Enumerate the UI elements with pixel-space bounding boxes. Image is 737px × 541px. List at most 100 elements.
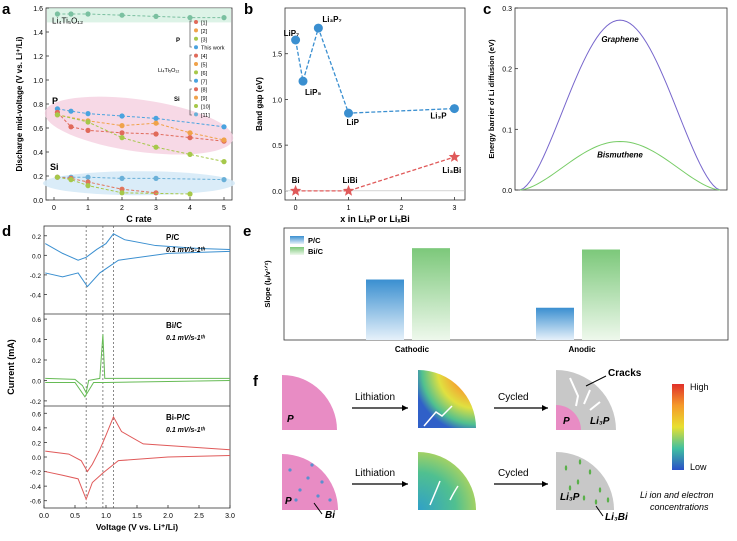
bi-dot bbox=[328, 498, 332, 502]
legend-marker-a bbox=[194, 70, 198, 75]
group-label-p: P bbox=[52, 96, 58, 106]
tick-label-y-d: 0.0 bbox=[32, 455, 41, 462]
tick-label-y-c: 0.2 bbox=[502, 67, 512, 74]
flow-lines bbox=[429, 480, 459, 506]
data-point-a bbox=[221, 124, 227, 130]
data-point-a bbox=[85, 179, 91, 185]
bi-label: Bi bbox=[325, 510, 335, 521]
data-point-a bbox=[85, 111, 91, 117]
tick-label-x-b: 2 bbox=[400, 205, 404, 212]
subplot-rate-d: 0.1 mV/s-1ᵗʰ bbox=[166, 335, 205, 342]
crack-lines-cycled bbox=[569, 377, 601, 411]
data-point-a bbox=[119, 123, 125, 129]
legend-marker-a bbox=[194, 28, 198, 33]
data-point-lixp bbox=[449, 104, 459, 114]
scale-caption-2: concentrations bbox=[650, 502, 709, 512]
li3bi-dot bbox=[606, 497, 610, 503]
li3p-label-bottom: Li₃P bbox=[560, 492, 580, 503]
data-point-a bbox=[153, 190, 159, 196]
cv-curve-d bbox=[45, 334, 230, 395]
legend-brackets bbox=[189, 20, 192, 116]
li3bi-dot bbox=[564, 465, 568, 471]
data-point-a bbox=[153, 120, 159, 126]
series-line-lixbi bbox=[295, 156, 455, 192]
panel-label-e: e bbox=[243, 223, 251, 240]
data-point-a bbox=[119, 135, 125, 141]
arrow-head-cycled-top bbox=[542, 405, 548, 411]
panel-label-b: b bbox=[244, 1, 253, 18]
lithiated-particle-top bbox=[418, 370, 476, 428]
series-line-lixp bbox=[294, 25, 455, 114]
tick-label-y-a: 1.4 bbox=[33, 30, 43, 37]
tick-label-y-a: 0.2 bbox=[33, 174, 43, 181]
data-point-a bbox=[119, 113, 125, 119]
legend-marker-a bbox=[194, 112, 198, 117]
subplot-title-d: P/C bbox=[166, 233, 180, 242]
li3bi-dot bbox=[576, 479, 580, 485]
scale-low-label: Low bbox=[690, 462, 707, 472]
data-point-lixp bbox=[298, 76, 308, 86]
legend-marker-a bbox=[194, 36, 198, 41]
data-point-lixbi bbox=[289, 184, 302, 196]
x-axis-label-d: Voltage (V vs. Li⁺/Li) bbox=[96, 522, 178, 532]
tick-label-y-a: 0.0 bbox=[33, 198, 43, 205]
group-label-si: Si bbox=[50, 162, 59, 172]
panel-d: d 0.0 0.5 1.0 1.5 2.0 2.5 3.0 Voltage (V vs. Li… bbox=[2, 223, 235, 532]
tick-label-y-b: 1.5 bbox=[272, 52, 282, 59]
plot-area-d: 0.0 0.5 1.0 1.5 2.0 2.5 3.0 Voltage (V vs. Li⁺/… bbox=[6, 225, 235, 532]
legend-marker-a bbox=[194, 45, 198, 50]
data-point-a bbox=[68, 108, 74, 114]
data-point-a bbox=[119, 175, 125, 181]
tick-label-y-d: -0.2 bbox=[30, 399, 42, 406]
x-axis-label-b: x in LiₓP or LiₓBi bbox=[340, 214, 409, 224]
tick-label-x-d: 1.5 bbox=[132, 513, 142, 520]
tick-label-y-b: 0.5 bbox=[272, 143, 282, 150]
point-label-lixp: LiP₅ bbox=[305, 88, 321, 97]
data-point-a bbox=[54, 112, 61, 118]
li3bi-dot bbox=[578, 459, 582, 465]
tick-label-y-d: 0.2 bbox=[32, 234, 41, 241]
legend-group-p: P bbox=[176, 38, 180, 44]
data-point-a bbox=[153, 175, 159, 181]
data-point-lixp bbox=[313, 23, 323, 33]
scale-high-label: High bbox=[690, 382, 709, 392]
data-point-a bbox=[153, 13, 159, 19]
arrow-head-cycled-bottom bbox=[542, 481, 548, 487]
data-point-lixp bbox=[291, 35, 301, 45]
tick-label-y-b: 0.0 bbox=[272, 189, 282, 196]
band-si bbox=[43, 171, 235, 196]
plot-area-e: Slope (Iₚ/v¹ᐟ²) Cathodic Anodic P/C Bi/C bbox=[263, 236, 620, 354]
li3bi-pointer bbox=[595, 505, 604, 517]
data-point-a bbox=[85, 183, 91, 189]
cv-curve-d bbox=[45, 455, 231, 501]
data-point-a bbox=[221, 159, 227, 165]
tick-label-y-c: 0.1 bbox=[502, 127, 512, 134]
tick-label-y-d: 0.2 bbox=[32, 440, 41, 447]
p-particle-top bbox=[282, 375, 337, 430]
tick-label-y-d: 0.4 bbox=[32, 338, 41, 345]
data-point-lixp bbox=[344, 108, 354, 118]
panel-label-a: a bbox=[2, 1, 11, 18]
tick-label-x-a: 5 bbox=[222, 205, 226, 212]
data-point-a bbox=[221, 177, 227, 183]
data-point-a bbox=[221, 15, 227, 21]
bi-dot bbox=[320, 480, 324, 484]
cycled-particle-bottom bbox=[556, 452, 614, 510]
tick-label-x-d: 3.0 bbox=[225, 513, 235, 520]
legend-label-e: Bi/C bbox=[308, 247, 324, 256]
data-point-a bbox=[153, 144, 159, 150]
tick-label-y-d: 0.6 bbox=[32, 317, 41, 324]
cv-curve-d bbox=[45, 250, 231, 288]
li3bi-dot bbox=[598, 487, 602, 493]
tick-label-x-a: 1 bbox=[86, 205, 90, 212]
point-label-lixbi: Bi bbox=[292, 176, 300, 185]
legend-label-a: [9] bbox=[201, 96, 208, 102]
data-point-a bbox=[54, 174, 61, 180]
bar-e bbox=[582, 249, 620, 340]
point-label-lixp: Li₃P₇ bbox=[322, 15, 341, 24]
data-point-a bbox=[187, 135, 193, 141]
data-point-lixbi bbox=[448, 151, 461, 162]
series-line-a bbox=[57, 114, 225, 163]
tick-label-y-a: 0.8 bbox=[33, 102, 43, 109]
